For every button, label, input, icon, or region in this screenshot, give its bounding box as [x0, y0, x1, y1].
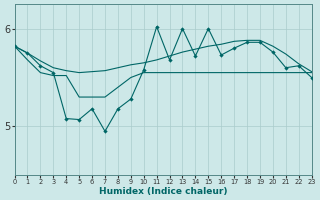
X-axis label: Humidex (Indice chaleur): Humidex (Indice chaleur) [99, 187, 228, 196]
